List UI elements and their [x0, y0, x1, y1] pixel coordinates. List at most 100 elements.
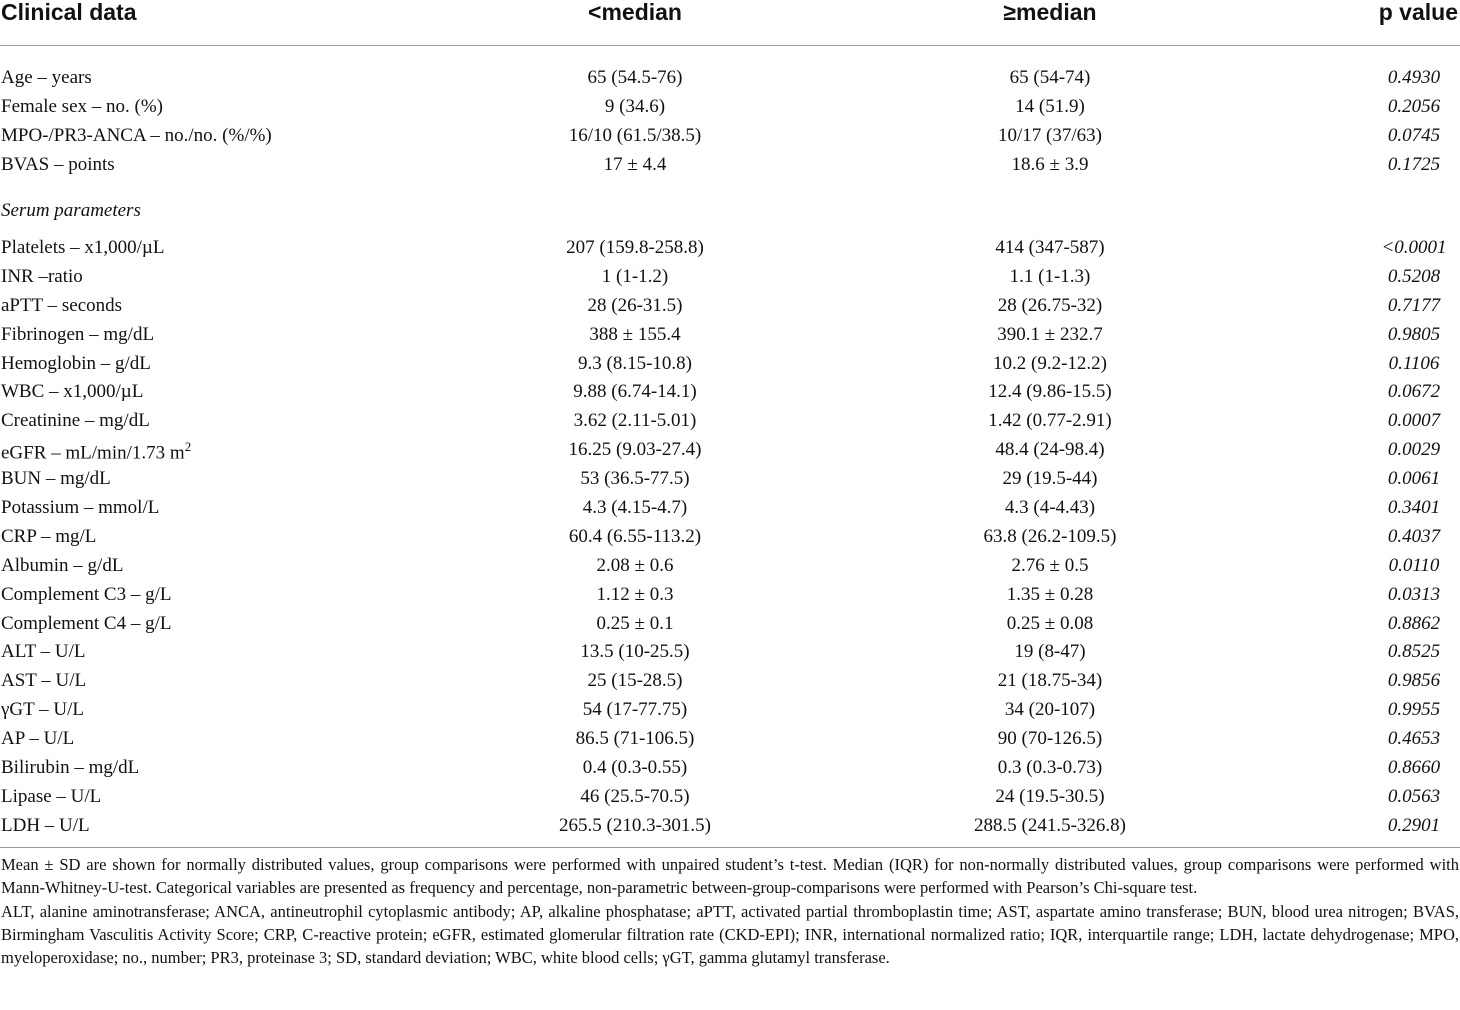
- table-body: Age – years 65 (54.5-76) 65 (54-74) 0.49…: [0, 46, 1460, 851]
- header-above-median: ≥median: [850, 0, 1250, 46]
- table-row: BUN – mg/dL 53 (36.5-77.5) 29 (19.5-44) 0.0…: [0, 465, 1460, 494]
- header-clinical-data: Clinical data: [0, 0, 420, 46]
- row-label: Female sex – no. (%): [1, 96, 163, 118]
- below-median-value: 86.5 (71-106.5): [575, 728, 695, 750]
- p-value: 0.5208: [1387, 265, 1441, 287]
- row-label: Fibrinogen – mg/dL: [1, 323, 155, 345]
- table-row: Potassium – mmol/L 4.3 (4.15-4.7) 4.3 (4-4…: [0, 494, 1460, 523]
- below-median-value: 9.88 (6.74-14.1): [573, 381, 697, 403]
- row-label: INR –ratio: [1, 265, 83, 287]
- above-median-value: 28 (26.75-32): [997, 294, 1103, 316]
- table-row: Fibrinogen – mg/dL 388 ± 155.4 390.1 ± 232…: [0, 320, 1460, 349]
- label-superscript: 2: [184, 439, 192, 455]
- row-label: Albumin – g/dL: [1, 554, 124, 576]
- p-value: 0.0672: [1387, 381, 1441, 403]
- table-row: BVAS – points 17 ± 4.4 18.6 ± 3.9 0.1725: [0, 151, 1460, 180]
- p-value: 0.2901: [1387, 814, 1441, 836]
- above-median-value: 18.6 ± 3.9: [1011, 154, 1089, 176]
- below-median-value: 46 (25.5-70.5): [580, 785, 690, 807]
- footnote-statistics: Mean ± SD are shown for normally distrib…: [1, 855, 1459, 898]
- below-median-value: 3.62 (2.11-5.01): [573, 410, 697, 432]
- row-label: Potassium – mmol/L: [1, 497, 160, 519]
- p-value: 0.0061: [1387, 468, 1441, 490]
- below-median-value: 2.08 ± 0.6: [596, 554, 674, 576]
- below-median-value: 9 (34.6): [604, 96, 666, 118]
- p-value: 0.8862: [1387, 612, 1441, 634]
- row-label: aPTT – seconds: [1, 294, 123, 316]
- below-median-value: 9.3 (8.15-10.8): [578, 352, 692, 374]
- above-median-value: 1.42 (0.77-2.91): [988, 410, 1112, 432]
- p-value: 0.7177: [1387, 294, 1441, 316]
- above-median-value: 24 (19.5-30.5): [995, 785, 1105, 807]
- p-value: 0.1725: [1387, 154, 1441, 176]
- table-row: CRP – mg/L 60.4 (6.55-113.2) 63.8 (26.2-10…: [0, 522, 1460, 551]
- table-row: WBC – x1,000/µL 9.88 (6.74-14.1) 12.4 (9.8…: [0, 378, 1460, 407]
- p-value: 0.0110: [1388, 554, 1440, 576]
- below-median-value: 17 ± 4.4: [603, 154, 667, 176]
- row-label: Hemoglobin – g/dL: [1, 352, 151, 374]
- table-row: aPTT – seconds 28 (26-31.5) 28 (26.75-32) 0…: [0, 291, 1460, 320]
- p-value: <0.0001: [1381, 237, 1447, 258]
- row-label: MPO-/PR3-ANCA – no./no. (%/%): [1, 125, 272, 147]
- below-median-value: 16/10 (61.5/38.5): [568, 125, 702, 147]
- p-value: 0.9805: [1387, 323, 1441, 345]
- above-median-value: 12.4 (9.86-15.5): [988, 381, 1112, 403]
- p-value: 0.1106: [1388, 352, 1440, 374]
- p-value: 0.3401: [1387, 497, 1441, 519]
- section-label-serum-parameters: Serum parameters: [1, 199, 141, 221]
- row-label: BVAS – points: [1, 154, 115, 176]
- table-row: eGFR – mL/min/1.73 m2 16.25 (9.03-27.4) 48…: [0, 436, 1460, 465]
- above-median-value: 63.8 (26.2-109.5): [983, 525, 1117, 547]
- row-label: Complement C3 – g/L: [1, 583, 172, 605]
- row-label: Bilirubin – mg/dL: [1, 757, 140, 779]
- below-median-value: 265.5 (210.3-301.5): [559, 814, 711, 836]
- row-label: WBC – x1,000/µL: [1, 381, 144, 403]
- below-median-value: 13.5 (10-25.5): [580, 641, 690, 663]
- p-value: 0.0007: [1387, 410, 1441, 432]
- table-row: Complement C3 – g/L 1.12 ± 0.3 1.35 ± 0.28…: [0, 580, 1460, 609]
- p-value: 0.2056: [1387, 96, 1441, 118]
- below-median-value: 1.12 ± 0.3: [596, 583, 674, 605]
- row-label: AST – U/L: [1, 670, 87, 692]
- table-row: LDH – U/L 265.5 (210.3-301.5) 288.5 (241.5…: [0, 811, 1460, 850]
- above-median-value: 48.4 (24-98.4): [995, 439, 1105, 461]
- below-median-value: 53 (36.5-77.5): [580, 468, 690, 490]
- above-median-value: 65 (54-74): [1009, 67, 1091, 89]
- table-row: Creatinine – mg/dL 3.62 (2.11-5.01) 1.42 (…: [0, 407, 1460, 436]
- above-median-value: 19 (8-47): [1014, 641, 1086, 663]
- table-footnotes: Mean ± SD are shown for normally distrib…: [1, 853, 1459, 969]
- row-label: CRP – mg/L: [1, 525, 97, 547]
- below-median-value: 4.3 (4.15-4.7): [582, 497, 688, 519]
- below-median-value: 25 (15-28.5): [587, 670, 683, 692]
- above-median-value: 34 (20-107): [1004, 699, 1096, 721]
- p-value: 0.4930: [1387, 67, 1441, 89]
- header-p-value: p value: [1250, 0, 1460, 46]
- table-row: Platelets – x1,000/µL 207 (159.8-258.8) 41…: [0, 234, 1460, 263]
- p-value: 0.4037: [1387, 525, 1441, 547]
- below-median-value: 0.25 ± 0.1: [596, 612, 674, 634]
- table-row: Lipase – U/L 46 (25.5-70.5) 24 (19.5-30.5)…: [0, 782, 1460, 811]
- table-row: Bilirubin – mg/dL 0.4 (0.3-0.55) 0.3 (0.3-…: [0, 754, 1460, 783]
- p-value: 0.9856: [1387, 670, 1441, 692]
- row-label: Age – years: [1, 67, 92, 89]
- table-row: ALT – U/L 13.5 (10-25.5) 19 (8-47) 0.8525: [0, 638, 1460, 667]
- below-median-value: 16.25 (9.03-27.4): [568, 439, 702, 461]
- below-median-value: 388 ± 155.4: [589, 323, 681, 345]
- table-row: AST – U/L 25 (15-28.5) 21 (18.75-34) 0.9856: [0, 667, 1460, 696]
- row-label: eGFR – mL/min/1.73 m2: [1, 439, 192, 464]
- p-value: 0.0563: [1387, 785, 1441, 807]
- table-row: AP – U/L 86.5 (71-106.5) 90 (70-126.5) 0.46…: [0, 725, 1460, 754]
- table-row: Complement C4 – g/L 0.25 ± 0.1 0.25 ± 0.08…: [0, 609, 1460, 638]
- table-row: MPO-/PR3-ANCA – no./no. (%/%) 16/10 (61.…: [0, 122, 1460, 151]
- row-label: Complement C4 – g/L: [1, 612, 172, 634]
- table-bottom-rule: [0, 847, 1460, 848]
- table-row: Hemoglobin – g/dL 9.3 (8.15-10.8) 10.2 (9.…: [0, 349, 1460, 378]
- row-label: Creatinine – mg/dL: [1, 410, 150, 432]
- below-median-value: 0.4 (0.3-0.55): [582, 757, 688, 779]
- header-below-median: <median: [420, 0, 850, 46]
- row-label: BUN – mg/dL: [1, 468, 111, 490]
- below-median-value: 54 (17-77.75): [582, 699, 688, 721]
- table-row: Female sex – no. (%) 9 (34.6) 14 (51.9) …: [0, 93, 1460, 122]
- row-label: γGT – U/L: [1, 699, 84, 721]
